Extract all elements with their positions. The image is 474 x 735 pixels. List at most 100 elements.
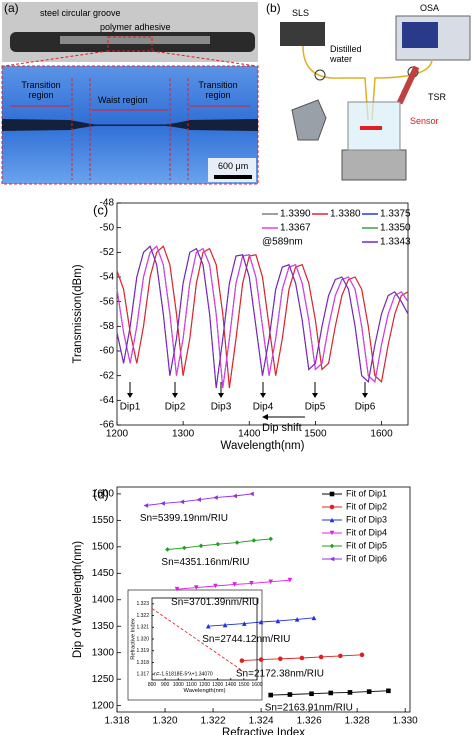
fiber-coil <box>314 69 326 81</box>
series-line <box>116 245 409 389</box>
sensor <box>360 126 382 130</box>
zoom-box <box>107 36 153 52</box>
data-point <box>241 621 247 626</box>
x-tick-label: 1100 <box>186 682 197 688</box>
data-point <box>249 491 254 497</box>
shift-arrow-head <box>262 414 268 420</box>
panel-label: (b) <box>266 1 281 15</box>
dip-label: Dip5 <box>305 402 326 413</box>
fit-label: Sn=2172.38nm/RIU <box>236 668 324 679</box>
fit-label: Sn=4351.16nm/RIU <box>161 557 249 568</box>
dip-label: Dip6 <box>355 402 376 413</box>
data-point <box>215 541 221 547</box>
data-point <box>268 536 274 542</box>
data-point <box>193 585 199 590</box>
annotation: steel circular groove <box>40 8 121 18</box>
x-axis-label: Wavelength(nm) <box>184 688 226 694</box>
legend-label: 1.3343 <box>380 237 411 248</box>
fit-label: Sn=2744.12nm/RIU <box>202 634 290 645</box>
data-point <box>213 583 218 589</box>
legend-marker <box>329 504 335 510</box>
probe <box>396 65 420 105</box>
x-tick-label: 1300 <box>172 429 195 440</box>
y-tick-label: 1300 <box>92 647 115 658</box>
y-tick-label: 1.318 <box>136 660 149 666</box>
x-tick-label: 1600 <box>370 429 393 440</box>
device-label: OSA <box>420 3 440 13</box>
x-tick-label: 1200 <box>106 429 129 440</box>
y-tick-label: 1500 <box>92 541 115 552</box>
series-line <box>116 245 409 389</box>
dip-arrow-head <box>312 393 318 398</box>
legend-marker <box>329 530 335 536</box>
legend-note: @589nm <box>262 237 303 248</box>
series-line <box>176 579 290 590</box>
legend-label: Fit of Dip6 <box>346 553 387 563</box>
x-tick-label: 1.330 <box>393 716 418 727</box>
data-point <box>278 656 283 662</box>
legend-label: 1.3380 <box>330 209 361 220</box>
y-tick-label: -54 <box>100 272 115 283</box>
legend-marker <box>329 543 335 549</box>
data-point <box>309 691 314 697</box>
fit-label: Sn=5399.19nm/RIU <box>140 513 228 524</box>
y-tick-label: 1550 <box>92 515 115 526</box>
legend-label: 1.3367 <box>280 223 311 234</box>
legend-label: Fit of Dip1 <box>346 488 387 498</box>
region-arrows <box>10 105 250 111</box>
x-tick-label: 1.318 <box>104 716 129 727</box>
y-tick-label: 1.321 <box>136 625 149 631</box>
panel-label: (c) <box>93 202 108 217</box>
data-point <box>268 692 274 698</box>
region-label: Waist region <box>98 95 148 105</box>
x-tick-label: 1200 <box>199 682 210 688</box>
equation: n=-1.51818E-5*λ+1.34070 <box>154 671 213 677</box>
y-axis-label: Dip of Wavelength(nm) <box>72 541 84 658</box>
region-marks <box>71 78 189 180</box>
y-tick-label: -52 <box>100 247 115 258</box>
fiber <box>2 119 258 131</box>
legend-label: Fit of Dip3 <box>346 514 387 524</box>
series-line <box>116 245 409 389</box>
data-point <box>234 540 240 545</box>
data-point <box>338 653 343 659</box>
data-point <box>287 692 293 697</box>
y-tick-label: -62 <box>100 370 115 381</box>
data-point <box>287 577 293 583</box>
y-tick-label: 1200 <box>92 700 115 711</box>
groove <box>60 36 210 44</box>
x-tick-label: 1500 <box>304 429 327 440</box>
y-tick-label: 1.320 <box>136 636 149 642</box>
y-tick-label: -64 <box>100 395 115 406</box>
y-tick-label: -66 <box>100 420 115 431</box>
hot-plate <box>341 149 407 181</box>
series-line <box>116 245 409 389</box>
data-point <box>328 690 334 696</box>
x-tick-label: 1.320 <box>153 716 178 727</box>
data-point <box>174 586 180 592</box>
data-point <box>251 538 257 543</box>
data-point <box>275 618 281 624</box>
legend-marker <box>329 517 335 523</box>
legend-label: 1.3350 <box>380 223 411 234</box>
y-axis-label: Transmission(dBm) <box>72 264 84 363</box>
annotation: polymer adhesive <box>100 22 171 32</box>
fit-label: Sn=2163.91nm/RIU <box>265 703 353 714</box>
panel-label: (d) <box>93 486 109 501</box>
y-tick-label: 1600 <box>92 489 115 500</box>
legend-marker <box>329 491 335 497</box>
data-point <box>160 501 165 506</box>
region-label: Transition region <box>198 80 238 100</box>
x-axis-label: Refractive Index <box>222 727 305 735</box>
legend-label: 1.3390 <box>280 209 311 220</box>
panel-label: (a) <box>4 1 19 15</box>
y-tick-label: 1.322 <box>136 613 149 619</box>
data-point <box>196 497 201 503</box>
data-point <box>299 655 305 661</box>
y-tick-label: 1450 <box>92 568 115 579</box>
data-point <box>232 493 237 499</box>
dip-arrow-head <box>260 393 266 398</box>
y-tick-label: 1.323 <box>136 601 149 607</box>
